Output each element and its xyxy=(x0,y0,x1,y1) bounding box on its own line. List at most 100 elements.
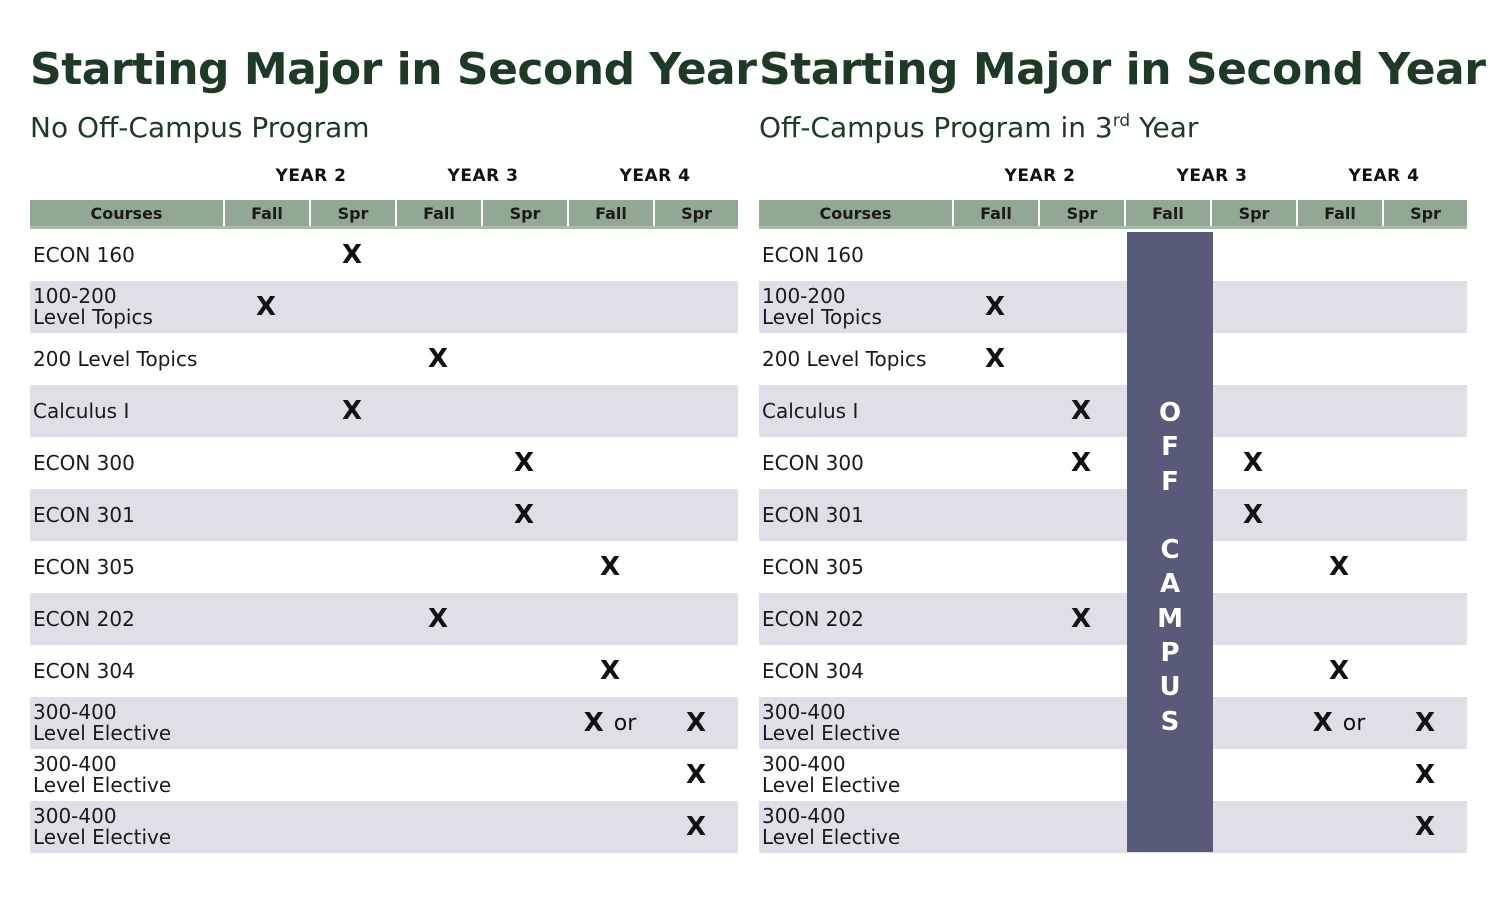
course-name: ECON 160 xyxy=(33,242,135,267)
schedule-mark: X xyxy=(255,292,277,322)
schedule-mark: X xyxy=(513,448,535,478)
schedule-mark: X xyxy=(513,500,535,530)
course-name: ECON 305 xyxy=(762,554,864,579)
table-row: 200 Level Topics X xyxy=(30,333,738,385)
mark-or: or xyxy=(1342,710,1366,736)
off-campus-block: O F F C A M P U S xyxy=(1127,232,1213,852)
column-header-year2-spring: Spr xyxy=(309,200,395,226)
table-row: ECON 305 X xyxy=(759,541,1467,593)
column-header-year2-fall: Fall xyxy=(952,200,1038,226)
mark-x: X xyxy=(1312,708,1333,738)
table-header: Courses Fall Spr Fall Spr Fall Spr xyxy=(30,200,738,229)
course-name: ECON 304 xyxy=(33,658,135,683)
schedule-mark: X xyxy=(1414,708,1436,738)
table-row: ECON 304 X xyxy=(30,645,738,697)
course-name: 300-400 Level Elective xyxy=(762,700,901,745)
year-4-label: YEAR 4 xyxy=(1348,166,1420,186)
table-row: ECON 202 X xyxy=(30,593,738,645)
panel-no-off-campus: Starting Major in Second Year No Off-Cam… xyxy=(30,0,757,915)
table-row: ECON 304 X xyxy=(759,645,1467,697)
table-row: 100-200 Level Topics X xyxy=(30,281,738,333)
schedule-mark: X xyxy=(685,708,707,738)
year-4-label: YEAR 4 xyxy=(619,166,691,186)
course-name: 100-200 Level Topics xyxy=(33,284,153,329)
year-2-label: YEAR 2 xyxy=(275,166,347,186)
table-row: ECON 301 X xyxy=(30,489,738,541)
course-name: ECON 305 xyxy=(33,554,135,579)
schedule-mark: X xyxy=(427,604,449,634)
panel-subtitle: No Off-Campus Program xyxy=(30,111,370,144)
schedule-mark: X xyxy=(341,396,363,426)
course-name: ECON 300 xyxy=(762,450,864,475)
table-body: ECON 160 100-200 Level Topics X 200 Level T… xyxy=(759,229,1467,853)
column-header-year4-spring: Spr xyxy=(1382,200,1467,226)
schedule-mark: X xyxy=(1328,656,1350,686)
schedule-mark: X xyxy=(1070,604,1092,634)
schedule-mark: X xyxy=(1414,812,1436,842)
year-3-label: YEAR 3 xyxy=(447,166,519,186)
table-row: 300-400 Level Elective X xyxy=(30,749,738,801)
course-name: 200 Level Topics xyxy=(33,346,198,371)
course-name: 300-400 Level Elective xyxy=(33,804,172,849)
column-header-year3-spring: Spr xyxy=(1210,200,1296,226)
course-name: Calculus I xyxy=(33,398,130,423)
table-row: ECON 300 X xyxy=(30,437,738,489)
panel-title: Starting Major in Second Year xyxy=(30,44,757,95)
course-name: 300-400 Level Elective xyxy=(762,752,901,797)
schedule-mark: X xyxy=(685,760,707,790)
schedule-mark: X xyxy=(341,240,363,270)
course-name: 300-400 Level Elective xyxy=(33,700,172,745)
table-row: 200 Level Topics X xyxy=(759,333,1467,385)
schedule-mark: X xyxy=(427,344,449,374)
panel-subtitle: Off-Campus Program in 3rd Year xyxy=(759,108,1198,148)
course-schedule-table: Courses Fall Spr Fall Spr Fall Spr ECON … xyxy=(30,200,738,853)
subtitle-main: Off-Campus Program in 3 xyxy=(759,111,1113,144)
column-header-year3-spring: Spr xyxy=(481,200,567,226)
table-row: ECON 301 X xyxy=(759,489,1467,541)
table-row: Calculus I X xyxy=(759,385,1467,437)
schedule-mark: X xyxy=(1414,760,1436,790)
mark-x: X xyxy=(583,708,604,738)
table-row: ECON 160 X xyxy=(30,229,738,281)
column-header-year3-fall: Fall xyxy=(395,200,481,226)
table-header: Courses Fall Spr Fall Spr Fall Spr xyxy=(759,200,1467,229)
schedule-mark: X xyxy=(599,656,621,686)
table-row: 300-400 Level Elective X xyxy=(30,801,738,853)
schedule-mark: X xyxy=(599,552,621,582)
course-name: ECON 202 xyxy=(33,606,135,631)
course-name: Calculus I xyxy=(762,398,859,423)
column-header-year3-fall: Fall xyxy=(1124,200,1210,226)
course-name: ECON 160 xyxy=(762,242,864,267)
subtitle-ordinal: rd xyxy=(1112,111,1131,131)
course-name: ECON 301 xyxy=(33,502,135,527)
schedule-mark: X xyxy=(1070,448,1092,478)
column-header-courses: Courses xyxy=(90,204,163,223)
course-name: 300-400 Level Elective xyxy=(762,804,901,849)
column-header-year4-spring: Spr xyxy=(653,200,738,226)
course-name: ECON 301 xyxy=(762,502,864,527)
column-header-courses: Courses xyxy=(819,204,892,223)
course-name: ECON 202 xyxy=(762,606,864,631)
year-3-label: YEAR 3 xyxy=(1176,166,1248,186)
table-body: ECON 160 X 100-200 Level Topics X 200 Level … xyxy=(30,229,738,853)
table-row: ECON 202 X xyxy=(759,593,1467,645)
column-header-year2-spring: Spr xyxy=(1038,200,1124,226)
column-header-year4-fall: Fall xyxy=(1296,200,1382,226)
column-header-year2-fall: Fall xyxy=(223,200,309,226)
table-row: 100-200 Level Topics X xyxy=(759,281,1467,333)
schedule-mark: X xyxy=(984,292,1006,322)
course-name: ECON 300 xyxy=(33,450,135,475)
course-name: 300-400 Level Elective xyxy=(33,752,172,797)
schedule-mark: X xyxy=(685,812,707,842)
table-row: 300-400 Level Elective X xyxy=(759,749,1467,801)
panel-title: Starting Major in Second Year xyxy=(759,44,1486,95)
schedule-mark: X xyxy=(1242,448,1264,478)
table-row: Calculus I X xyxy=(30,385,738,437)
panel-off-campus-third-year: Starting Major in Second Year Off-Campus… xyxy=(759,0,1486,915)
table-row: ECON 160 xyxy=(759,229,1467,281)
course-name: 200 Level Topics xyxy=(762,346,927,371)
